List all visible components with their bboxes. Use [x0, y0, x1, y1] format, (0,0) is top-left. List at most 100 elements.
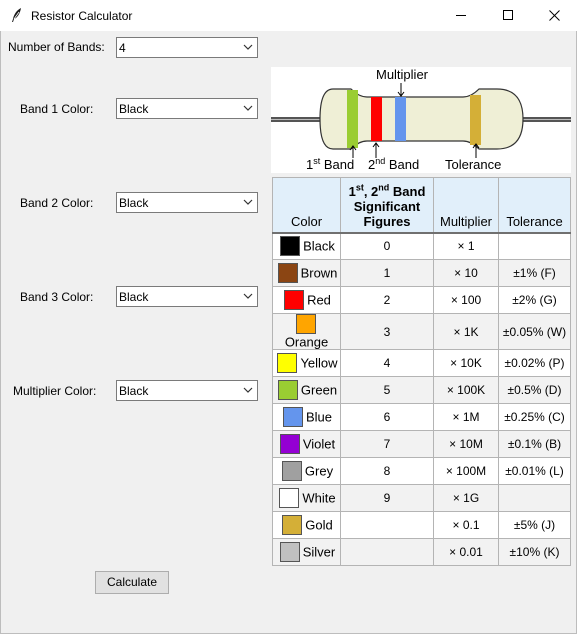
- color-cell: White: [272, 484, 341, 513]
- color-cell: Black: [272, 232, 341, 260]
- band3-color-value: Black: [119, 290, 149, 304]
- band3-color-select[interactable]: Black: [116, 286, 258, 307]
- maximize-icon: [502, 10, 513, 20]
- band2-color-value: Black: [119, 196, 149, 210]
- color-name: Violet: [302, 436, 336, 452]
- color-swatch: [279, 488, 300, 509]
- color-cell: Brown: [272, 259, 341, 287]
- multiplier-cell: × 100K: [433, 376, 499, 405]
- color-name: Silver: [302, 544, 336, 560]
- chevron-down-icon: [243, 44, 253, 50]
- tolerance-cell: ±10% (K): [498, 538, 571, 567]
- table-row: Black 0 × 1: [272, 232, 571, 260]
- tolerance-cell: ±0.01% (L): [498, 457, 571, 486]
- tolerance-cell: ±5% (J): [498, 511, 571, 540]
- number-of-bands-label: Number of Bands:: [8, 40, 105, 54]
- header-multiplier: Multiplier: [433, 177, 499, 234]
- second-band-label: 2nd Band: [368, 156, 419, 172]
- color-name: Brown: [300, 265, 338, 281]
- color-cell: Red: [272, 286, 341, 314]
- color-swatch: [277, 263, 298, 283]
- chevron-down-icon: [243, 293, 253, 299]
- resistor-band-1: [347, 90, 358, 148]
- minimize-button[interactable]: [438, 0, 484, 31]
- table-row: Yellow 4 × 10K ±0.02% (P): [272, 349, 571, 378]
- color-name: Red: [307, 292, 331, 308]
- color-cell: Orange: [272, 312, 341, 351]
- figure-cell: 5: [340, 376, 434, 405]
- chevron-down-icon: [243, 199, 253, 205]
- table-row: Green 5 × 100K ±0.5% (D): [272, 376, 571, 405]
- color-name: White: [302, 490, 336, 506]
- figure-cell: 8: [340, 457, 434, 486]
- tolerance-cell: ±1% (F): [498, 259, 571, 287]
- close-icon: [548, 10, 560, 21]
- calculate-button[interactable]: Calculate: [95, 571, 169, 594]
- color-swatch: [279, 434, 300, 455]
- number-of-bands-value: 4: [119, 41, 126, 55]
- multiplier-cell: × 10M: [433, 430, 499, 459]
- color-cell: Violet: [272, 430, 341, 459]
- color-name: Green: [300, 382, 338, 398]
- color-cell: Blue: [272, 403, 341, 432]
- color-code-table: Color 1st, 2nd Band Significant Figures Mu…: [272, 177, 571, 567]
- band2-color-select[interactable]: Black: [116, 192, 258, 213]
- number-of-bands-select[interactable]: 4: [116, 37, 258, 58]
- chevron-down-icon: [243, 387, 253, 393]
- chevron-down-icon: [243, 105, 253, 111]
- multiplier-cell: × 1: [433, 232, 499, 260]
- tolerance-cell: [498, 484, 571, 513]
- color-swatch: [282, 515, 303, 536]
- header-tolerance: Tolerance: [498, 177, 571, 234]
- color-cell: Yellow: [272, 349, 341, 378]
- header-significant-figures: 1st, 2nd Band Significant Figures: [340, 177, 434, 234]
- close-button[interactable]: [531, 0, 577, 31]
- multiplier-color-value: Black: [119, 384, 149, 398]
- color-name: Grey: [304, 463, 334, 479]
- table-row: Violet 7 × 10M ±0.1% (B): [272, 430, 571, 459]
- figure-cell: 6: [340, 403, 434, 432]
- table-row: Gold × 0.1 ±5% (J): [272, 511, 571, 540]
- multiplier-cell: × 0.01: [433, 538, 499, 567]
- figure-cell: 7: [340, 430, 434, 459]
- color-cell: Green: [272, 376, 341, 405]
- figure-cell: 0: [340, 232, 434, 260]
- window-title: Resistor Calculator: [31, 9, 133, 23]
- multiplier-cell: × 100M: [433, 457, 499, 486]
- table-row: Grey 8 × 100M ±0.01% (L): [272, 457, 571, 486]
- color-swatch: [277, 380, 298, 401]
- tolerance-cell: ±0.5% (D): [498, 376, 571, 405]
- table-row: White 9 × 1G: [272, 484, 571, 513]
- figure-cell: 1: [340, 259, 434, 287]
- tolerance-cell: ±0.1% (B): [498, 430, 571, 459]
- maximize-button[interactable]: [485, 0, 531, 31]
- multiplier-cell: × 0.1: [433, 511, 499, 540]
- resistor-diagram: Multiplier 1st Band 2nd Band Tolerance: [271, 67, 571, 173]
- figure-cell: 2: [340, 286, 434, 314]
- feather-icon: [12, 8, 21, 22]
- multiplier-color-label: Multiplier Color:: [13, 384, 97, 398]
- multiplier-label: Multiplier: [376, 67, 429, 82]
- tolerance-label: Tolerance: [445, 157, 501, 172]
- color-swatch: [296, 314, 316, 334]
- table-row: Brown 1 × 10 ±1% (F): [272, 259, 571, 287]
- resistor-band-tolerance: [470, 95, 481, 145]
- figure-cell: [340, 538, 434, 567]
- figure-cell: 3: [340, 312, 434, 351]
- multiplier-color-select[interactable]: Black: [116, 380, 258, 401]
- multiplier-cell: × 1M: [433, 403, 499, 432]
- color-cell: Silver: [272, 538, 341, 567]
- header-color: Color: [272, 177, 341, 234]
- multiplier-cell: × 1G: [433, 484, 499, 513]
- band1-color-select[interactable]: Black: [116, 98, 258, 119]
- tolerance-cell: ±0.25% (C): [498, 403, 571, 432]
- color-name: Orange: [284, 334, 329, 350]
- table-header-row: Color 1st, 2nd Band Significant Figures Mu…: [272, 177, 571, 234]
- multiplier-cell: × 100: [433, 286, 499, 314]
- tolerance-cell: [498, 232, 571, 260]
- first-band-label: 1st Band: [306, 156, 354, 172]
- multiplier-cell: × 10: [433, 259, 499, 287]
- color-swatch: [280, 236, 301, 257]
- minimize-icon: [455, 15, 466, 16]
- resistor-band-2: [371, 97, 382, 141]
